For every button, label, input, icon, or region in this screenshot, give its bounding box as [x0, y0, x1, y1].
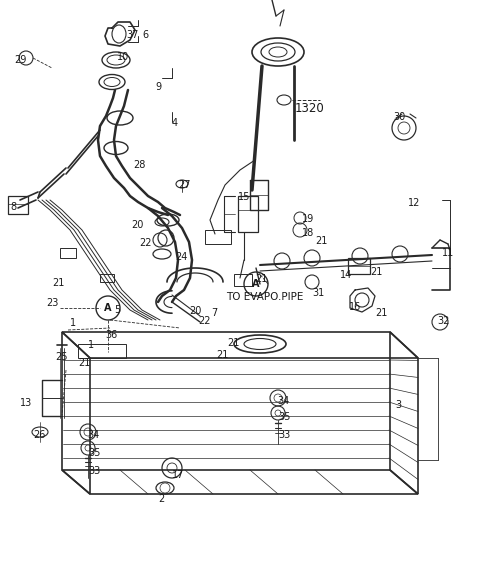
Text: 21: 21 [375, 308, 387, 318]
Text: 13: 13 [20, 398, 32, 408]
Text: 2: 2 [158, 494, 164, 504]
Text: 17: 17 [172, 470, 184, 480]
Text: TO EVAPO.PIPE: TO EVAPO.PIPE [226, 292, 303, 302]
Bar [238, 196, 258, 232]
Text: 24: 24 [175, 252, 187, 262]
Text: 8: 8 [10, 202, 16, 212]
Text: 35: 35 [88, 448, 100, 458]
Text: A: A [252, 279, 260, 289]
Text: 4: 4 [172, 118, 178, 128]
Text: 1320: 1320 [295, 102, 325, 115]
Text: 11: 11 [442, 248, 454, 258]
Text: 34: 34 [87, 430, 99, 440]
Text: 35: 35 [278, 412, 290, 422]
Text: 10: 10 [117, 52, 129, 62]
Text: 31: 31 [312, 288, 324, 298]
Text: 22: 22 [139, 238, 152, 248]
Text: 36: 36 [105, 330, 117, 340]
Text: 16: 16 [349, 302, 361, 312]
Text: 6: 6 [142, 30, 148, 40]
Text: 32: 32 [437, 316, 449, 326]
Text: 21: 21 [52, 278, 64, 288]
Text: 3: 3 [395, 400, 401, 410]
Text: 26: 26 [33, 430, 46, 440]
Text: 21: 21 [78, 358, 90, 368]
Text: 34: 34 [277, 396, 289, 406]
Text: 33: 33 [278, 430, 290, 440]
Text: 12: 12 [408, 198, 420, 208]
Text: 1: 1 [88, 340, 94, 350]
Bar [60, 248, 76, 258]
Text: 21: 21 [255, 274, 267, 284]
Text: 20: 20 [131, 220, 144, 230]
Bar [100, 274, 114, 282]
Text: 37: 37 [126, 30, 138, 40]
Text: 28: 28 [133, 160, 145, 170]
Bar [348, 258, 370, 274]
Text: 33: 33 [88, 466, 100, 476]
Text: 30: 30 [393, 112, 405, 122]
Text: 21: 21 [227, 338, 240, 348]
Bar [78, 344, 126, 358]
Bar [234, 274, 252, 286]
Text: 22: 22 [198, 316, 211, 326]
Text: 9: 9 [155, 82, 161, 92]
Text: 15: 15 [238, 192, 251, 202]
Text: 14: 14 [340, 270, 352, 280]
Text: 25: 25 [55, 352, 68, 362]
Text: 20: 20 [189, 306, 202, 316]
Text: 21: 21 [216, 350, 228, 360]
Text: 7: 7 [211, 308, 217, 318]
Text: 23: 23 [46, 298, 59, 308]
Bar [205, 230, 231, 244]
Text: 5: 5 [114, 305, 120, 315]
Text: A: A [104, 303, 112, 313]
Text: 21: 21 [315, 236, 327, 246]
Text: 1: 1 [70, 318, 76, 328]
Text: 19: 19 [302, 214, 314, 224]
Text: 21: 21 [370, 267, 383, 277]
Text: 18: 18 [302, 228, 314, 238]
Text: 27: 27 [178, 180, 191, 190]
Text: 29: 29 [14, 55, 26, 65]
Bar [8, 196, 28, 214]
